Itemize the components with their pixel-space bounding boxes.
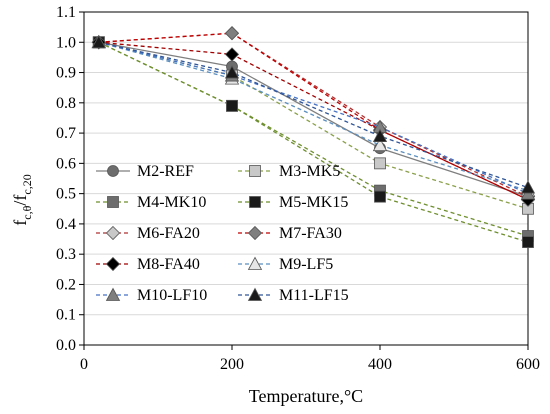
legend-marker (105, 256, 121, 272)
legend-marker (105, 225, 121, 241)
legend-label: M5-MK15 (279, 194, 348, 211)
y-axis-title-slash: /f (10, 195, 30, 206)
legend-label: M4-MK10 (137, 194, 206, 211)
y-axis-title-sub2: c,20 (20, 174, 34, 194)
plot-frame (83, 11, 529, 346)
data-point-M3-MK5 (374, 157, 386, 170)
legend: M2-REF M3-MK5 M4-MK10 M5-MK15 M6-FA20 M7-FA30… (96, 163, 349, 304)
data-point-M5-MK15 (522, 236, 534, 248)
legend-marker (247, 287, 263, 301)
legend-marker (249, 196, 261, 208)
x-tick-label: 600 (516, 356, 540, 373)
y-tick-label: 0.7 (56, 125, 76, 142)
legend-label: M8-FA40 (137, 256, 200, 273)
y-tick-label: 0.5 (56, 186, 76, 203)
y-tick-label: 0.8 (56, 95, 76, 112)
legend-entry-M4-MK10: M4-MK10 (96, 194, 206, 211)
data-point-M11-LF15 (224, 65, 240, 79)
legend-entry-M8-FA40: M8-FA40 (96, 256, 200, 273)
legend-label: M10-LF10 (137, 287, 207, 304)
legend-label: M11-LF15 (279, 287, 349, 304)
data-point-M5-MK15 (226, 99, 238, 112)
series-M8-FA40 (91, 35, 536, 207)
legend-entry-M6-FA20: M6-FA20 (96, 225, 200, 242)
legend-entry-M11-LF15: M11-LF15 (238, 287, 349, 304)
x-tick-label: 0 (80, 356, 88, 373)
legend-entry-M9-LF5: M9-LF5 (238, 256, 333, 273)
y-tick-label: 0.2 (56, 276, 76, 293)
y-tick-label: 0.0 (56, 337, 76, 354)
x-axis-title: Temperature,°C (249, 386, 363, 406)
data-point-M11-LF15 (91, 34, 106, 49)
series-line-M11-LF15 (98, 41, 529, 189)
data-point-M5-MK15 (374, 190, 386, 203)
series-line-M5-MK15 (98, 41, 529, 243)
legend-marker (107, 196, 119, 208)
legend-marker (247, 256, 263, 270)
y-tick-label: 0.3 (56, 246, 76, 263)
axis-ticks: 0.0 0.1 0.2 0.3 0.4 0.5 0.6 0.7 0.8 0.9 1.0 1.1 0 200… (56, 4, 540, 373)
legend-label: M2-REF (137, 163, 194, 180)
x-tick-label: 400 (368, 356, 392, 373)
series-M3-MK5 (92, 36, 534, 215)
y-axis-title-sub1: c,θ (20, 205, 34, 219)
data-point-M9-LF5 (372, 137, 388, 152)
series-line-M3-MK5 (98, 41, 529, 210)
series-line-M9-LF5 (98, 41, 529, 192)
y-tick-label: 0.9 (56, 65, 76, 82)
data-point-M8-FA40 (224, 47, 240, 62)
data-point-M11-LF15 (520, 180, 536, 194)
legend-marker (247, 225, 263, 241)
data-point-M11-LF15 (372, 128, 388, 143)
y-axis-title: fc,θ/fc,20 (10, 174, 34, 225)
legend-entry-M2-REF: M2-REF (96, 163, 194, 180)
legend-entry-M5-MK15: M5-MK15 (238, 194, 348, 211)
y-tick-label: 0.1 (56, 307, 76, 324)
legend-entry-M7-FA30: M7-FA30 (238, 225, 342, 242)
y-tick-label: 1.1 (56, 4, 76, 21)
y-tick-label: 0.4 (56, 216, 76, 233)
series-line-M2-REF (98, 41, 529, 198)
series-M5-MK15 (92, 36, 534, 248)
data-point-M7-FA30 (224, 26, 240, 41)
series-M11-LF15 (91, 34, 536, 194)
y-tick-label: 1.0 (56, 34, 76, 51)
legend-label: M3-MK5 (279, 163, 340, 180)
legend-marker (249, 165, 261, 177)
legend-entry-M3-MK5: M3-MK5 (238, 163, 340, 180)
grid-lines (84, 41, 528, 316)
series-line-M8-FA40 (98, 41, 529, 201)
legend-label: M7-FA30 (279, 225, 342, 242)
legend-label: M9-LF5 (279, 256, 333, 273)
y-tick-label: 0.6 (56, 155, 76, 172)
y-axis-title-base: f (10, 220, 30, 226)
legend-label: M6-FA20 (137, 225, 200, 242)
legend-entry-M10-LF10: M10-LF10 (96, 287, 207, 304)
legend-marker (105, 287, 121, 301)
x-tick-label: 200 (220, 356, 244, 373)
series-lines (91, 26, 536, 248)
legend-marker (107, 165, 119, 177)
